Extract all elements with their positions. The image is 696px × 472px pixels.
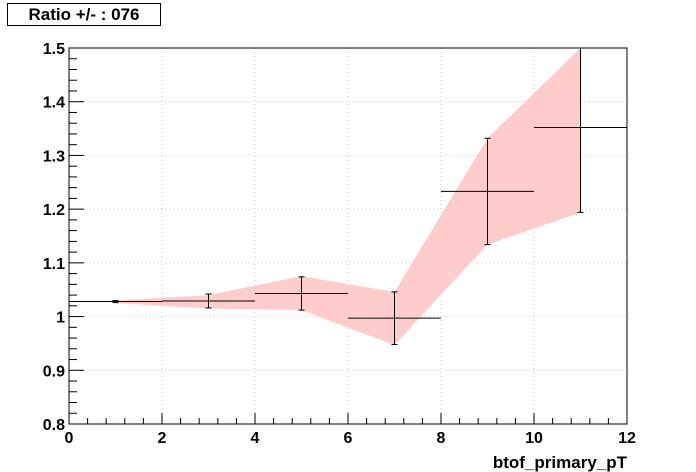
tick-labels-layer: 0 2 4 6 8 10 12 0.8 0.9 1 1.1 1.2 1.3 1.4 1.5 (43, 41, 636, 447)
x-tick-label: 0 (65, 430, 74, 447)
data-point (162, 293, 255, 309)
data-point (69, 299, 162, 304)
y-tick-label: 0.9 (43, 363, 65, 380)
y-tick-label: 0.8 (43, 417, 65, 434)
data-point (348, 291, 441, 346)
data-point (441, 137, 534, 246)
x-tick-label: 8 (437, 430, 446, 447)
data-points-layer (69, 47, 627, 346)
x-tick-label: 12 (618, 430, 636, 447)
y-tick-label: 1.4 (43, 95, 65, 112)
x-tick-label: 10 (525, 430, 543, 447)
x-axis-title: btof_primary_pT (493, 453, 628, 472)
y-tick-label: 1.5 (43, 41, 65, 58)
axis-ticks-layer (68, 47, 628, 425)
chart-title-box: Ratio +/- : 076 (7, 3, 161, 26)
x-tick-label: 6 (344, 430, 353, 447)
y-tick-label: 1.2 (43, 202, 65, 219)
chart-title: Ratio +/- : 076 (28, 5, 140, 24)
data-point (255, 276, 348, 311)
x-tick-label: 2 (158, 430, 167, 447)
x-tick-label: 4 (251, 430, 260, 447)
y-tick-label: 1 (56, 310, 65, 327)
y-tick-label: 1.3 (43, 148, 65, 165)
y-tick-label: 1.1 (43, 256, 65, 273)
